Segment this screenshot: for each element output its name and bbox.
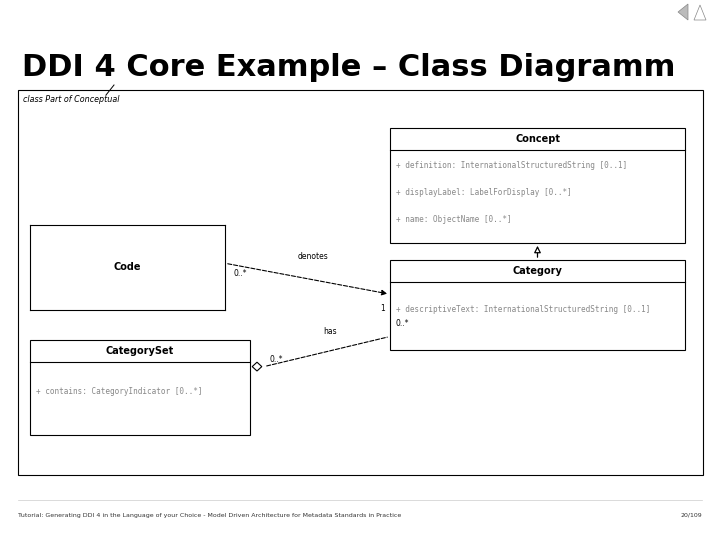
- Polygon shape: [678, 4, 688, 20]
- Text: + displayLabel: LabelForDisplay [0..*]: + displayLabel: LabelForDisplay [0..*]: [396, 188, 572, 197]
- Text: 20/109: 20/109: [680, 512, 702, 517]
- Text: Category: Category: [513, 266, 562, 276]
- Bar: [390, 128, 685, 243]
- Text: + name: ObjectName [0..*]: + name: ObjectName [0..*]: [396, 214, 512, 224]
- Text: 0..*: 0..*: [270, 355, 284, 363]
- Text: + contains: CategoryIndicator [0..*]: + contains: CategoryIndicator [0..*]: [36, 387, 202, 396]
- Bar: [18, 90, 703, 475]
- Text: + descriptiveText: InternationalStructuredString [0..1]: + descriptiveText: InternationalStructur…: [396, 305, 650, 314]
- Text: DDI 4 Core Example – Class Diagramm: DDI 4 Core Example – Class Diagramm: [22, 53, 675, 83]
- Text: Code: Code: [114, 262, 141, 273]
- Bar: [30, 340, 250, 435]
- Bar: [390, 260, 685, 350]
- Text: 0..*: 0..*: [233, 269, 246, 278]
- Text: class Part of Conceptual: class Part of Conceptual: [23, 95, 120, 104]
- Text: 0..*: 0..*: [395, 320, 408, 328]
- Text: + definition: InternationalStructuredString [0..1]: + definition: InternationalStructuredStr…: [396, 161, 627, 171]
- Polygon shape: [252, 362, 262, 371]
- Text: Tutorial: Generating DDI 4 in the Language of your Choice - Model Driven Archite: Tutorial: Generating DDI 4 in the Langua…: [18, 512, 401, 517]
- Polygon shape: [694, 5, 706, 20]
- Text: Concept: Concept: [515, 134, 560, 144]
- Text: denotes: denotes: [297, 252, 328, 261]
- Text: 1: 1: [380, 304, 385, 313]
- Text: has: has: [323, 327, 337, 335]
- Text: CategorySet: CategorySet: [106, 346, 174, 356]
